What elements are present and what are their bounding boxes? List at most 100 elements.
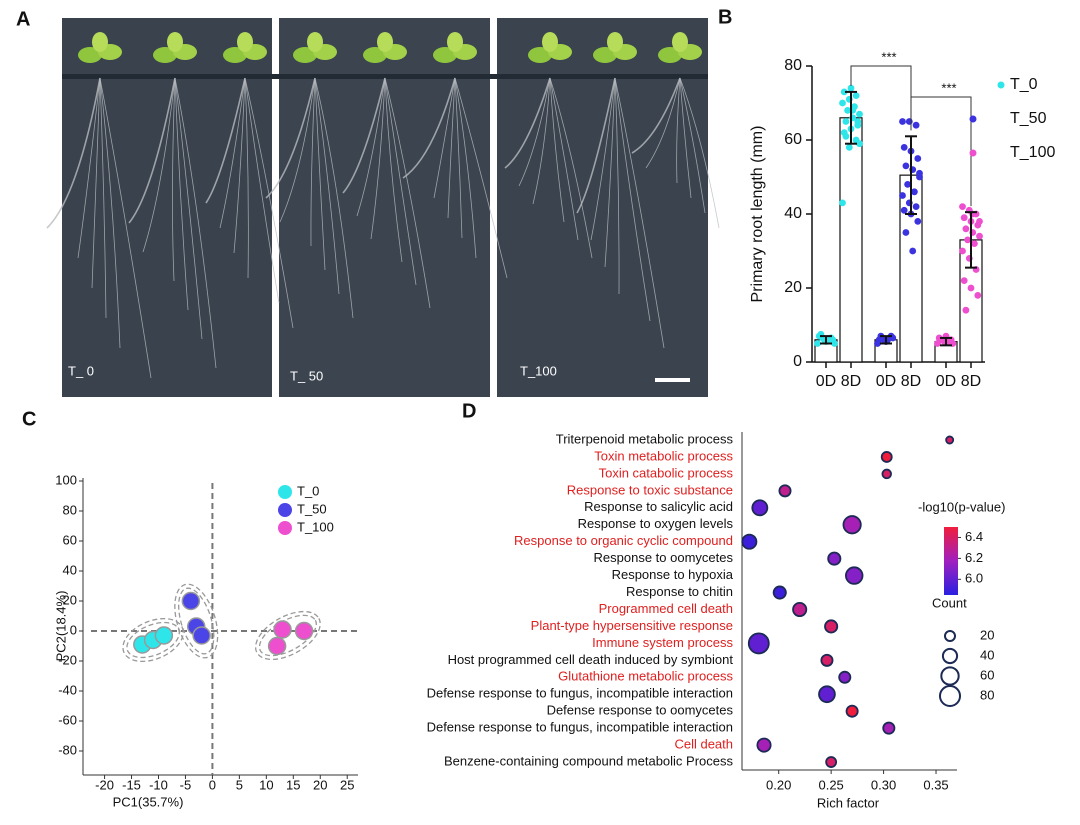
root [99,77,121,349]
data-point [814,340,821,347]
leaf [658,47,682,63]
term-label: Glutathione metabolic process [558,669,733,684]
term-label: Plant-type hypersensitive response [531,618,733,633]
data-point [831,340,838,347]
data-point [902,229,910,236]
data-point [839,199,846,207]
data-point [962,225,970,233]
y-axis-label: PC2(18.4%) [53,591,68,662]
bubble [845,704,859,718]
data-point [856,140,863,148]
term-label: Response to hypoxia [612,567,734,582]
term-label: Immune system process [592,635,733,650]
panel-label: A [16,8,30,30]
photo-panel [46,18,720,397]
y-tick-label: 0 [793,353,802,370]
data-point [267,636,287,656]
bar [839,117,863,363]
root [233,77,246,254]
root [244,77,294,329]
root [142,77,176,253]
term-label: Defense response to fungus, incompatible… [427,686,733,701]
x-tick-label: 0.30 [871,777,896,792]
legend-label: T_0 [297,483,319,498]
x-tick-label: 0 [209,777,216,792]
y-tick-label: 80 [784,57,802,74]
data-point [912,203,920,211]
x-tick-label: 0D [936,373,956,390]
root [205,77,246,204]
data-point [962,306,970,314]
panel-label: C [22,408,36,430]
root [356,77,386,217]
root [402,77,456,179]
leaf [78,47,102,63]
x-tick-label: 0.20 [766,777,791,792]
data-point [914,218,922,225]
bubble [880,451,893,463]
y-tick-label: 40 [63,562,77,577]
x-tick-label: 8D [901,373,921,390]
root [172,77,176,282]
bubble [882,721,896,735]
bubble [945,435,955,445]
size-legend-title: Count [932,595,967,610]
root [174,77,203,340]
root [244,77,280,304]
panel-label: D [462,400,476,422]
color-legend-title: -log10(p-value) [918,499,1005,514]
data-point [899,192,906,199]
leaf [363,47,387,63]
root [676,77,681,184]
data-point [976,232,983,240]
legend-label: T_100 [297,519,334,534]
data-point [905,118,913,125]
y-tick-label: 60 [784,131,802,148]
bubble [824,619,839,634]
cluster-ellipse [178,587,215,655]
data-point [902,162,910,170]
leaf [293,47,317,63]
root [447,77,456,219]
data-point [974,292,982,299]
leaf [672,32,688,52]
shelf [62,74,708,79]
bubble [838,670,852,684]
root [679,77,706,214]
root [174,77,189,311]
leaf [223,47,247,63]
data-point [181,591,201,611]
x-tick-label: -15 [122,777,141,792]
size-legend-label: 40 [980,647,994,662]
root [679,77,720,229]
cluster-ellipse [254,610,321,661]
cluster-ellipse [122,617,184,663]
bubble [756,737,772,753]
leaf [153,47,177,63]
data-point [192,626,211,645]
root [342,77,386,194]
root [314,77,354,319]
x-tick-label: 0.35 [923,777,948,792]
term-label: Cell death [674,737,733,752]
root [504,77,551,169]
bubble [792,601,808,618]
x-tick-label: -20 [95,777,114,792]
bubble [881,468,892,480]
x-axis-label: Rich factor [817,795,880,810]
term-label: Triterpenoid metabolic process [556,431,734,446]
cluster-ellipse [174,583,219,659]
data-point [854,118,862,125]
root [314,77,340,295]
root [384,77,431,309]
x-tick-label: 10 [259,777,273,792]
root [679,77,692,199]
bubble [845,566,864,585]
x-tick-label: -5 [180,777,192,792]
data-point [959,203,966,211]
root [454,77,508,279]
data-point [273,620,292,639]
root [265,77,316,199]
photo [497,18,708,397]
x-tick-label: 8D [961,373,981,390]
